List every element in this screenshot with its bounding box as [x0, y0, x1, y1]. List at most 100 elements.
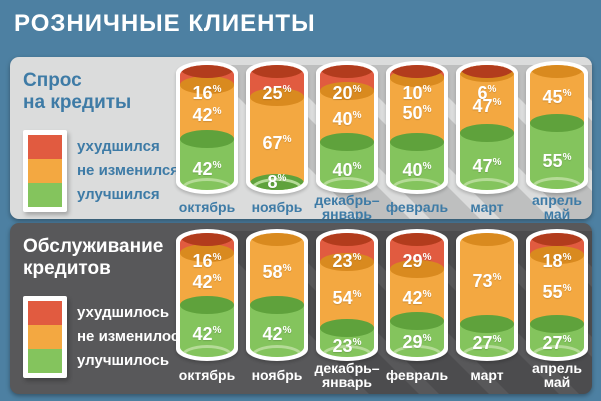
percent-label-orange: 58%: [262, 261, 292, 282]
cylinder-body: 45% 55%: [530, 65, 584, 189]
cylinder-cap: [460, 65, 514, 78]
cylinder-февраль: 29% 42% 29%: [386, 229, 448, 361]
percent-label-orange: 42%: [402, 288, 432, 308]
chart-column-ноябрь: 25% 67% 8% ноябрь: [242, 57, 592, 219]
chart-demand-row: 16% 42% 42% октябрь 25% 67% 8% ноябрь 20% 40% 40% д…: [172, 57, 592, 219]
legend-label-improved: улучшился: [77, 185, 160, 203]
page-title: РОЗНИЧНЫЕ КЛИЕНТЫ: [14, 10, 316, 37]
cylinder-октябрь: 16% 42% 42%: [176, 61, 238, 194]
month-label-февраль: февраль: [385, 367, 449, 383]
cylinder-body: 73% 27%: [460, 233, 514, 357]
chart-servicing-row: 16% 42% 42% октябрь 58% 42% ноябрь 23% 54% 23% дек…: [172, 223, 592, 394]
segment-orange: [460, 233, 514, 325]
legend-swatch-strip: [23, 129, 67, 212]
legend-demand-labels: ухудшился не изменился улучшился: [67, 130, 179, 212]
segment-boundary-green: [530, 314, 584, 333]
percent-label-red: 6%: [477, 83, 497, 103]
percent-label-green: 42%: [262, 323, 292, 344]
cylinder-body: 6% 47% 47%: [460, 65, 514, 190]
legend-label-worsened: ухудшилось: [77, 303, 170, 321]
cylinder-cap: [250, 65, 304, 78]
cylinder-body: 29% 42% 29%: [390, 233, 444, 357]
percent-label-green: 8%: [267, 172, 287, 190]
legend-demand: ухудшился не изменился улучшился: [23, 129, 179, 212]
percent-label-orange: 73%: [472, 271, 502, 292]
segment-boundary-orange: [390, 259, 444, 278]
segment-boundary-green: [320, 319, 374, 338]
legend-servicing: ухудшилось не изменилось улучшилось: [23, 295, 188, 378]
cylinder-ноябрь: 58% 42%: [246, 229, 308, 361]
percent-label-orange: 54%: [332, 288, 362, 308]
chart-column-апрель-май: 18% 55% 27% апрель май: [522, 223, 592, 394]
cylinder-body: 23% 54% 23%: [320, 233, 374, 357]
segment-boundary-green: [320, 132, 374, 151]
cylinder-апрель-май: 45% 55%: [526, 61, 588, 193]
percent-label-green: 42%: [192, 323, 222, 344]
chart-column-октябрь: 16% 42% 42% октябрь: [172, 223, 592, 394]
segment-boundary-orange: [180, 76, 234, 95]
percent-label-green: 40%: [402, 160, 432, 181]
percent-label-orange: 40%: [332, 109, 362, 130]
month-label-март: март: [470, 367, 504, 383]
cylinder-cap: [250, 233, 304, 246]
cylinder-body: 25% 67% 8%: [250, 65, 304, 190]
panel-demand-left: Спрос на кредиты ухудшился не изменился …: [10, 57, 179, 219]
month-label-апрель-май: апрель май: [531, 192, 583, 219]
chart-column-декабрь–январь: 20% 40% 40% декабрь– январь: [312, 57, 592, 219]
percent-label-red: 18%: [542, 251, 572, 271]
panel-loan-demand: Спрос на кредиты ухудшился не изменился …: [10, 57, 592, 219]
legend-label-unchanged: не изменился: [77, 161, 180, 179]
cylinder-март: 73% 27%: [456, 229, 518, 361]
cylinder-cap: [460, 233, 514, 246]
legend-swatch-improved-icon: [28, 182, 62, 207]
segment-boundary-green: [460, 123, 514, 142]
percent-label-red: 29%: [402, 251, 432, 271]
panel-loan-servicing: Обслуживание кредитов ухудшилось не изме…: [10, 223, 592, 394]
percent-label-orange: 42%: [192, 105, 222, 126]
percent-label-red: 10%: [402, 83, 432, 103]
month-label-февраль: февраль: [385, 199, 449, 216]
legend-swatch-worsened-icon: [28, 134, 62, 159]
chart-column-апрель-май: 45% 55% апрель май: [522, 57, 592, 219]
segment-orange: [460, 72, 514, 134]
segment-boundary-orange: [320, 81, 374, 100]
segment-boundary-orange: [320, 252, 374, 271]
cylinder-cap: [390, 233, 444, 246]
percent-label-red: 23%: [332, 251, 362, 271]
legend-servicing-labels: ухудшилось не изменилось улучшилось: [67, 296, 188, 378]
cylinder-cap: [180, 233, 234, 246]
percent-label-green: 23%: [332, 335, 362, 356]
segment-orange: [250, 97, 304, 184]
percent-label-red: 16%: [192, 251, 222, 271]
chart-column-февраль: 10% 50% 40% февраль: [382, 57, 592, 219]
legend-swatch-unchanged-icon: [28, 158, 62, 183]
percent-label-green: 29%: [402, 332, 432, 353]
cylinder-cap: [180, 65, 234, 78]
percent-label-orange: 42%: [192, 271, 222, 292]
chart-column-декабрь–январь: 23% 54% 23% декабрь– январь: [312, 223, 592, 394]
cylinder-декабрь–январь: 23% 54% 23%: [316, 229, 378, 361]
chart-column-март: 73% 27% март: [452, 223, 592, 394]
panel-servicing-title: Обслуживание кредитов: [23, 236, 164, 279]
percent-label-red: 25%: [262, 83, 292, 103]
cylinder-cap: [390, 65, 444, 78]
percent-label-orange: 45%: [542, 86, 572, 107]
legend-swatch-strip: [23, 295, 67, 378]
cylinder-body: 16% 42% 42%: [180, 233, 234, 357]
percent-label-orange: 67%: [262, 132, 292, 153]
percent-label-red: 20%: [332, 83, 362, 103]
segment-orange: [390, 77, 444, 143]
legend-label-worsened: ухудшился: [77, 137, 160, 155]
percent-label-green: 27%: [472, 333, 502, 354]
month-label-март: март: [470, 199, 504, 216]
month-label-октябрь: октябрь: [178, 199, 236, 216]
percent-label-red: 16%: [192, 83, 222, 103]
percent-label-green: 55%: [542, 150, 572, 171]
percent-label-orange: 55%: [542, 282, 572, 303]
percent-label-green: 42%: [192, 159, 222, 180]
month-label-декабрь–январь: декабрь– январь: [314, 192, 380, 219]
segment-boundary-green: [530, 113, 584, 132]
chart-column-октябрь: 16% 42% 42% октябрь: [172, 57, 592, 219]
chart-column-ноябрь: 58% 42% ноябрь: [242, 223, 592, 394]
percent-label-green: 40%: [332, 160, 362, 181]
